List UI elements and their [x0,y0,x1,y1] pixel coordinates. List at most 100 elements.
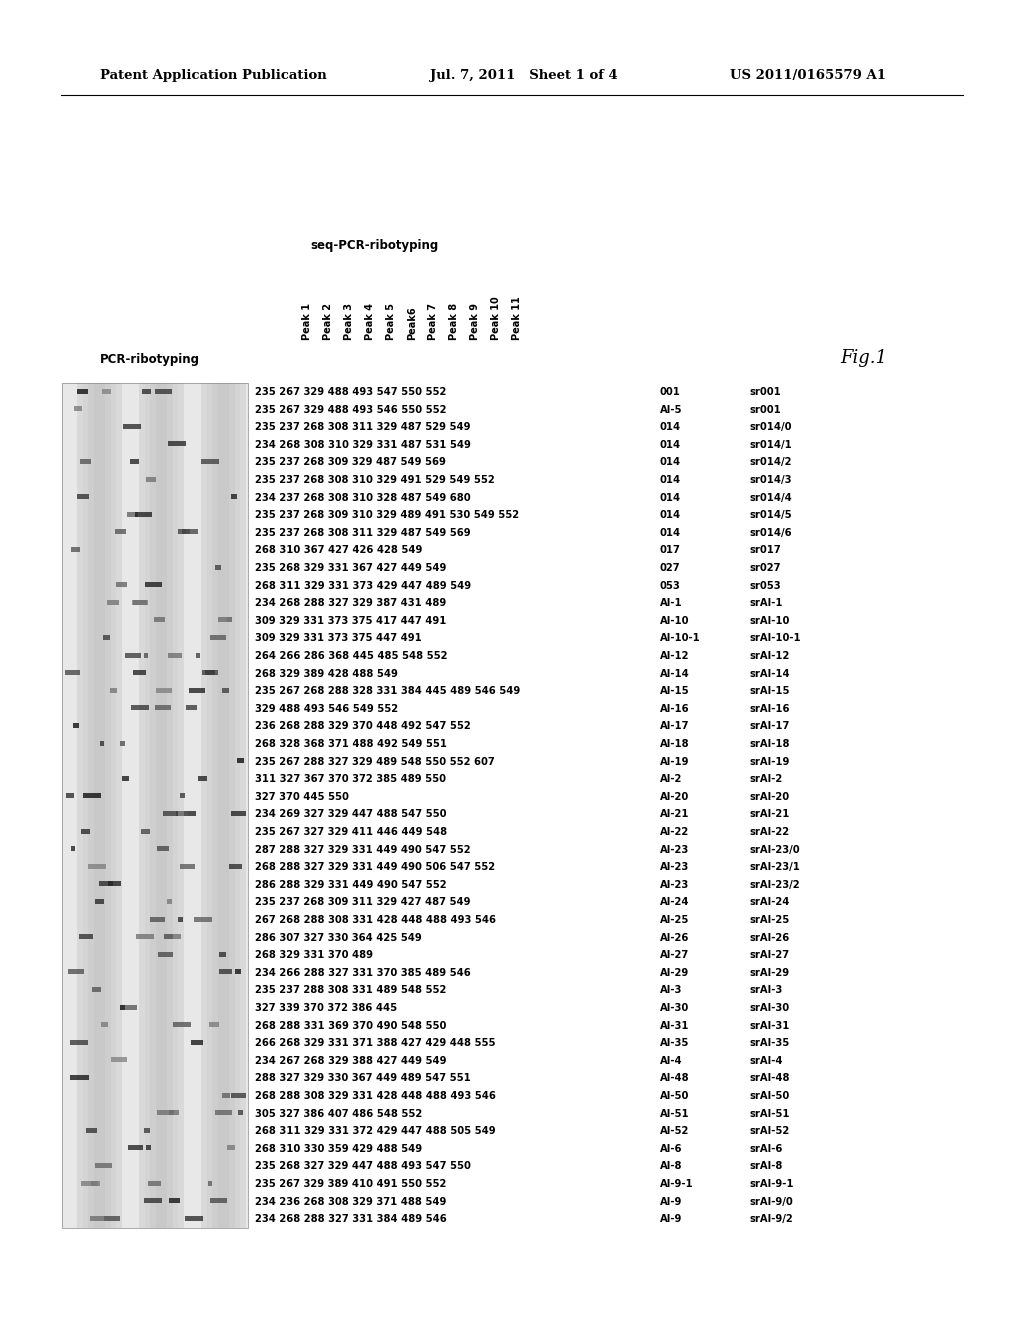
Bar [117,383,122,1228]
Text: Peak 9: Peak 9 [470,304,480,341]
Text: 014: 014 [660,528,681,537]
Bar [167,899,172,904]
Text: AI-9: AI-9 [660,1197,682,1206]
Text: srAI-9-1: srAI-9-1 [750,1179,795,1189]
Text: 268 311 329 331 373 429 447 489 549: 268 311 329 331 373 429 447 489 549 [255,581,471,590]
Text: AI-10: AI-10 [660,616,689,626]
Text: sr017: sr017 [750,545,781,556]
Bar [210,635,226,640]
Bar [228,863,242,869]
Text: seq-PCR-ribotyping: seq-PCR-ribotyping [310,239,438,252]
Bar [71,846,75,851]
Text: 305 327 386 407 486 548 552: 305 327 386 407 486 548 552 [255,1109,422,1118]
Text: srAI-31: srAI-31 [750,1020,791,1031]
Text: Peak 5: Peak 5 [386,304,396,341]
Bar [180,793,185,799]
Bar [81,1180,98,1185]
Text: srAI-6: srAI-6 [750,1144,783,1154]
Bar [131,705,150,710]
Bar [115,529,126,535]
Bar [234,383,241,1228]
Text: Peak 8: Peak 8 [449,302,459,341]
Text: 235 237 288 308 331 489 548 552: 235 237 288 308 331 489 548 552 [255,986,446,995]
Text: AI-14: AI-14 [660,669,690,678]
Text: srAI-23/2: srAI-23/2 [750,880,801,890]
Bar [179,529,190,535]
Text: 235 237 268 308 310 329 491 529 549 552: 235 237 268 308 310 329 491 529 549 552 [255,475,495,484]
Text: srAI-4: srAI-4 [750,1056,783,1065]
Bar [218,383,223,1228]
Text: AI-6: AI-6 [660,1144,683,1154]
Bar [77,388,88,393]
Bar [227,618,231,622]
Bar [150,916,165,921]
Bar [169,1199,180,1203]
Text: 268 288 331 369 370 490 548 550: 268 288 331 369 370 490 548 550 [255,1020,446,1031]
Text: 311 327 367 370 372 385 489 550: 311 327 367 370 372 385 489 550 [255,775,446,784]
Text: AI-26: AI-26 [660,933,689,942]
Bar [203,671,215,675]
Bar [146,477,156,482]
Text: srAI-10: srAI-10 [750,616,791,626]
Bar [88,383,94,1228]
Text: Peak 2: Peak 2 [323,304,333,341]
Text: srAI-27: srAI-27 [750,950,791,960]
Bar [196,652,200,657]
Bar [205,671,218,675]
Bar [209,1022,219,1027]
Text: AI-3: AI-3 [660,986,682,995]
Text: 235 267 327 329 411 446 449 548: 235 267 327 329 411 446 449 548 [255,828,447,837]
Text: 235 267 329 488 493 547 550 552: 235 267 329 488 493 547 550 552 [255,387,446,397]
Text: 235 237 268 309 311 329 427 487 549: 235 237 268 309 311 329 427 487 549 [255,898,470,907]
Text: 268 288 327 329 331 449 490 506 547 552: 268 288 327 329 331 449 490 506 547 552 [255,862,496,873]
Text: AI-4: AI-4 [660,1056,683,1065]
Bar [71,1074,88,1080]
Text: AI-20: AI-20 [660,792,689,801]
Bar [168,441,186,446]
Text: 268 329 331 370 489: 268 329 331 370 489 [255,950,373,960]
Text: AI-16: AI-16 [660,704,689,714]
Bar [218,618,232,622]
Text: 017: 017 [660,545,681,556]
Text: sr027: sr027 [750,564,781,573]
Text: 287 288 327 329 331 449 490 547 552: 287 288 327 329 331 449 490 547 552 [255,845,471,854]
Text: Fig.1: Fig.1 [840,348,887,367]
Text: srAI-23/1: srAI-23/1 [750,862,801,873]
Text: 235 268 327 329 447 488 493 547 550: 235 268 327 329 447 488 493 547 550 [255,1162,471,1171]
Text: 235 237 268 308 311 329 487 549 569: 235 237 268 308 311 329 487 549 569 [255,528,471,537]
Text: srAI-17: srAI-17 [750,722,791,731]
Text: AI-31: AI-31 [660,1020,689,1031]
Bar [128,1146,143,1150]
Text: Peak 11: Peak 11 [512,296,522,341]
Text: AI-18: AI-18 [660,739,689,748]
Text: srAI-24: srAI-24 [750,898,791,907]
Bar [173,935,180,939]
Bar [176,810,188,816]
Bar [135,512,153,516]
Bar [219,952,225,957]
Bar [108,599,119,605]
Bar [151,383,156,1228]
Text: 234 268 308 310 329 331 487 531 549: 234 268 308 310 329 331 487 531 549 [255,440,471,450]
Text: 327 339 370 372 386 445: 327 339 370 372 386 445 [255,1003,397,1012]
Bar [195,916,212,921]
Text: 014: 014 [660,492,681,503]
Text: 235 267 329 389 410 491 550 552: 235 267 329 389 410 491 550 552 [255,1179,446,1189]
Text: AI-29: AI-29 [660,968,689,978]
Bar [144,1199,162,1203]
Bar [236,969,241,974]
Text: 234 236 268 308 329 371 488 549: 234 236 268 308 329 371 488 549 [255,1197,446,1206]
Text: AI-51: AI-51 [660,1109,689,1118]
Text: sr001: sr001 [750,387,781,397]
Text: AI-9: AI-9 [660,1214,682,1224]
Text: 234 267 268 329 388 427 449 549: 234 267 268 329 388 427 449 549 [255,1056,446,1065]
Text: srAI-23/0: srAI-23/0 [750,845,801,854]
Bar [103,635,110,640]
Text: 309 329 331 373 375 447 491: 309 329 331 373 375 447 491 [255,634,422,643]
Text: 268 310 367 427 426 428 549: 268 310 367 427 426 428 549 [255,545,422,556]
Text: Peak 7: Peak 7 [428,304,438,341]
Text: Peak 10: Peak 10 [490,296,501,341]
Bar [215,1110,232,1115]
Bar [111,383,117,1228]
Text: Jul. 7, 2011   Sheet 1 of 4: Jul. 7, 2011 Sheet 1 of 4 [430,69,617,82]
